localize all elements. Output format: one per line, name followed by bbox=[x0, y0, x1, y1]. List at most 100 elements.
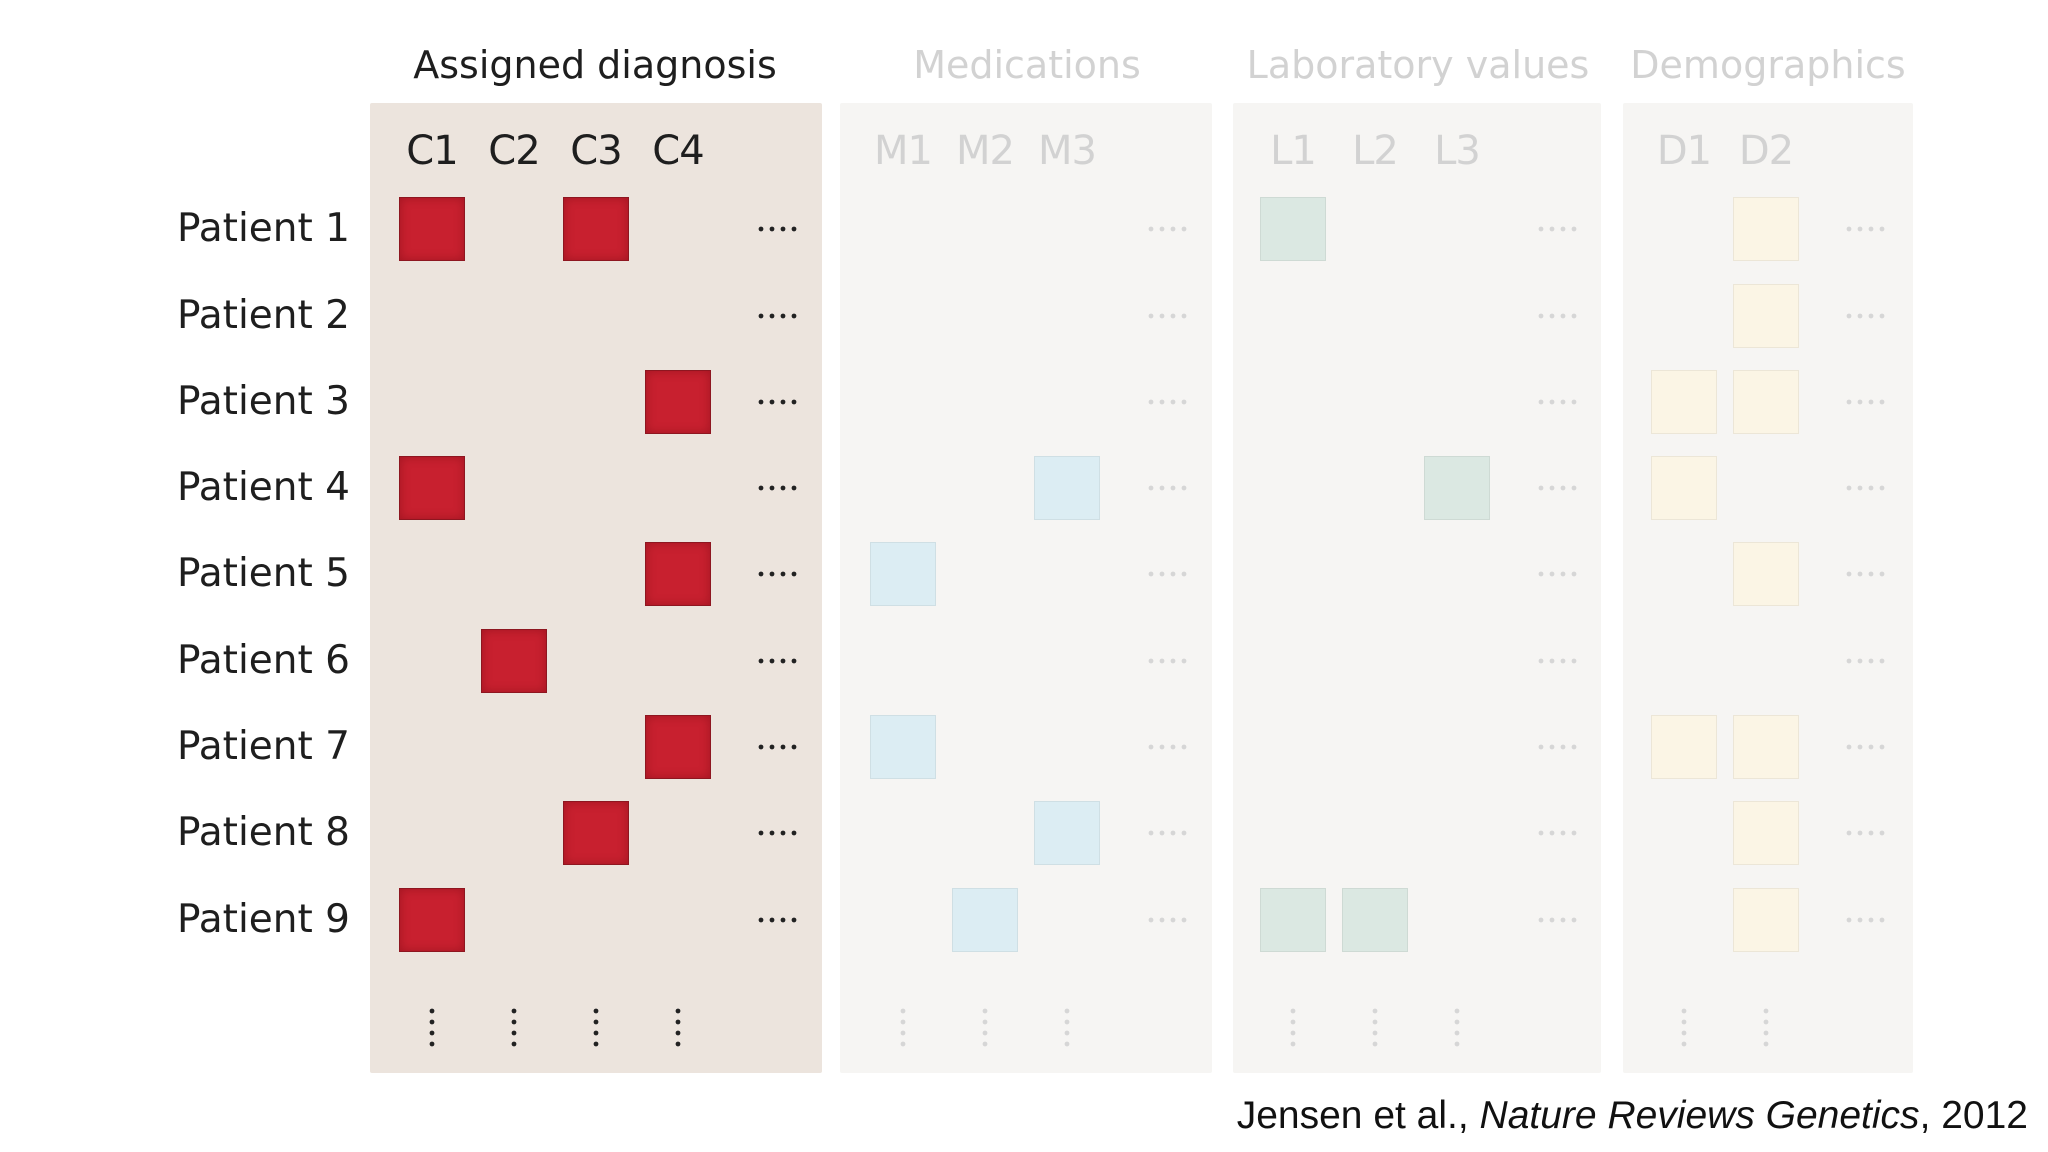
column-label-d2: D2 bbox=[1738, 128, 1794, 174]
row-continuation-dots bbox=[1535, 564, 1585, 584]
column-label-d1: D1 bbox=[1656, 128, 1712, 174]
column-continuation-dots bbox=[1283, 1005, 1303, 1055]
row-continuation-dots bbox=[1843, 392, 1893, 412]
row-continuation-dots bbox=[1843, 737, 1893, 757]
column-continuation-dots bbox=[586, 1005, 606, 1055]
row-continuation-dots bbox=[1145, 392, 1195, 412]
section-title-laboratory: Laboratory values bbox=[1246, 43, 1590, 87]
row-continuation-dots bbox=[1145, 823, 1195, 843]
cell-patient-9-l1 bbox=[1260, 888, 1326, 952]
row-continuation-dots bbox=[1145, 737, 1195, 757]
cell-patient-4-d1 bbox=[1651, 456, 1717, 520]
column-label-m1: M1 bbox=[874, 128, 933, 174]
column-label-m2: M2 bbox=[956, 128, 1015, 174]
row-continuation-dots bbox=[1535, 219, 1585, 239]
row-continuation-dots bbox=[1145, 219, 1195, 239]
column-label-c1: C1 bbox=[406, 128, 458, 174]
cell-patient-2-d2 bbox=[1733, 284, 1799, 348]
row-continuation-dots bbox=[1843, 651, 1893, 671]
cell-patient-7-d1 bbox=[1651, 715, 1717, 779]
row-continuation-dots bbox=[1145, 910, 1195, 930]
cell-patient-9-c1 bbox=[399, 888, 465, 952]
row-continuation-dots bbox=[755, 392, 805, 412]
column-label-c4: C4 bbox=[652, 128, 704, 174]
row-continuation-dots bbox=[1843, 564, 1893, 584]
row-continuation-dots bbox=[1843, 219, 1893, 239]
cell-patient-4-l3 bbox=[1424, 456, 1490, 520]
cell-patient-9-l2 bbox=[1342, 888, 1408, 952]
cell-patient-9-m2 bbox=[952, 888, 1018, 952]
column-continuation-dots bbox=[504, 1005, 524, 1055]
cell-patient-7-d2 bbox=[1733, 715, 1799, 779]
cell-patient-3-d2 bbox=[1733, 370, 1799, 434]
section-title-medications: Medications bbox=[913, 43, 1141, 87]
row-label-patient-2: Patient 2 bbox=[176, 293, 350, 338]
row-continuation-dots bbox=[755, 910, 805, 930]
citation-journal: Nature Reviews Genetics bbox=[1479, 1094, 1920, 1137]
cell-patient-7-c4 bbox=[645, 715, 711, 779]
row-continuation-dots bbox=[1535, 651, 1585, 671]
cell-patient-7-m1 bbox=[870, 715, 936, 779]
column-continuation-dots bbox=[1674, 1005, 1694, 1055]
column-label-l1: L1 bbox=[1270, 128, 1317, 174]
column-label-l3: L3 bbox=[1434, 128, 1481, 174]
row-label-patient-5: Patient 5 bbox=[176, 551, 350, 596]
row-continuation-dots bbox=[1535, 910, 1585, 930]
cell-patient-9-d2 bbox=[1733, 888, 1799, 952]
cell-patient-5-d2 bbox=[1733, 542, 1799, 606]
cell-patient-6-c2 bbox=[481, 629, 547, 693]
cell-patient-1-l1 bbox=[1260, 197, 1326, 261]
row-continuation-dots bbox=[1535, 478, 1585, 498]
row-continuation-dots bbox=[755, 219, 805, 239]
cell-patient-3-c4 bbox=[645, 370, 711, 434]
cell-patient-5-m1 bbox=[870, 542, 936, 606]
citation: Jensen et al., Nature Reviews Genetics, … bbox=[1237, 1090, 2028, 1142]
column-label-m3: M3 bbox=[1038, 128, 1097, 174]
cell-patient-5-c4 bbox=[645, 542, 711, 606]
cell-patient-1-d2 bbox=[1733, 197, 1799, 261]
cell-patient-8-d2 bbox=[1733, 801, 1799, 865]
cell-patient-8-m3 bbox=[1034, 801, 1100, 865]
row-label-patient-6: Patient 6 bbox=[176, 638, 350, 683]
row-continuation-dots bbox=[1843, 306, 1893, 326]
row-continuation-dots bbox=[755, 478, 805, 498]
row-continuation-dots bbox=[1535, 306, 1585, 326]
cell-patient-1-c1 bbox=[399, 197, 465, 261]
row-label-patient-1: Patient 1 bbox=[176, 206, 350, 251]
row-label-patient-3: Patient 3 bbox=[176, 379, 350, 424]
column-continuation-dots bbox=[422, 1005, 442, 1055]
row-continuation-dots bbox=[1535, 737, 1585, 757]
row-continuation-dots bbox=[1843, 910, 1893, 930]
column-label-c3: C3 bbox=[570, 128, 622, 174]
cell-patient-4-m3 bbox=[1034, 456, 1100, 520]
row-continuation-dots bbox=[755, 306, 805, 326]
column-continuation-dots bbox=[668, 1005, 688, 1055]
row-continuation-dots bbox=[755, 564, 805, 584]
column-label-c2: C2 bbox=[488, 128, 540, 174]
column-continuation-dots bbox=[1365, 1005, 1385, 1055]
column-continuation-dots bbox=[975, 1005, 995, 1055]
column-label-l2: L2 bbox=[1352, 128, 1399, 174]
row-label-patient-4: Patient 4 bbox=[176, 465, 350, 510]
row-label-patient-8: Patient 8 bbox=[176, 810, 350, 855]
column-continuation-dots bbox=[1447, 1005, 1467, 1055]
row-continuation-dots bbox=[1145, 651, 1195, 671]
citation-authors: Jensen et al., bbox=[1236, 1094, 1480, 1137]
cell-patient-3-d1 bbox=[1651, 370, 1717, 434]
row-label-patient-7: Patient 7 bbox=[176, 724, 350, 769]
row-continuation-dots bbox=[1145, 564, 1195, 584]
row-continuation-dots bbox=[755, 651, 805, 671]
row-continuation-dots bbox=[1843, 478, 1893, 498]
cell-patient-1-c3 bbox=[563, 197, 629, 261]
row-continuation-dots bbox=[1535, 823, 1585, 843]
cell-patient-8-c3 bbox=[563, 801, 629, 865]
column-continuation-dots bbox=[1756, 1005, 1776, 1055]
row-continuation-dots bbox=[755, 737, 805, 757]
column-continuation-dots bbox=[1057, 1005, 1077, 1055]
row-continuation-dots bbox=[755, 823, 805, 843]
section-title-diagnosis: Assigned diagnosis bbox=[413, 43, 777, 87]
row-continuation-dots bbox=[1843, 823, 1893, 843]
cell-patient-4-c1 bbox=[399, 456, 465, 520]
citation-year: , 2012 bbox=[1919, 1094, 2028, 1137]
